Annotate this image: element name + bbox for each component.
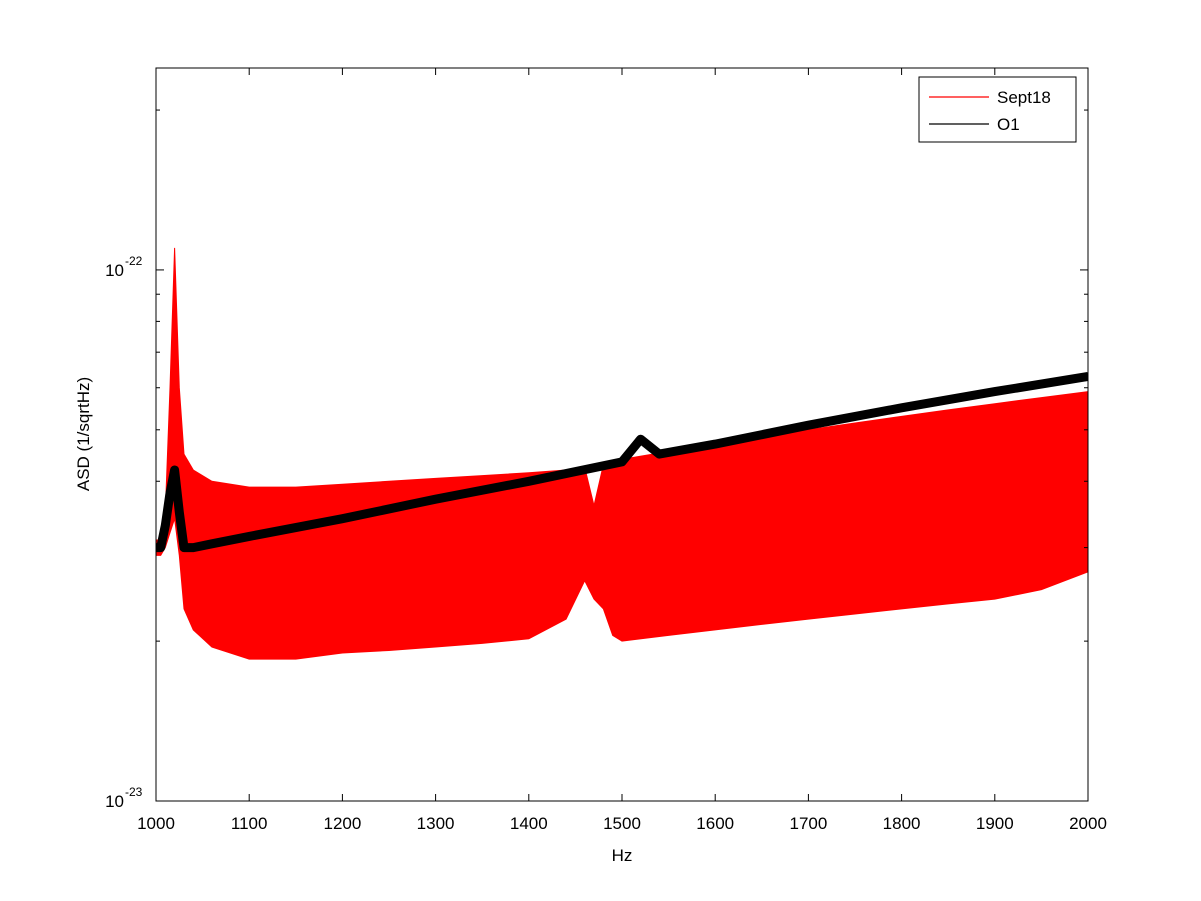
legend-label-sept18: Sept18: [997, 88, 1051, 107]
x-tick-label: 1900: [976, 814, 1014, 833]
legend-box: [918, 76, 1077, 143]
x-tick-label: 1000: [137, 814, 175, 833]
x-tick-label: 1500: [603, 814, 641, 833]
x-tick-label: 1700: [789, 814, 827, 833]
series-sept18-band: [156, 247, 1088, 660]
legend-label-o1: O1: [997, 115, 1020, 134]
series-o1-line: [156, 372, 1088, 553]
x-axis-ticks: 1000 1100 1200 1300 1400 1500 1600 1700 1800 1900…: [137, 68, 1107, 833]
x-axis-label: Hz: [612, 846, 633, 865]
x-tick-label: 2000: [1069, 814, 1107, 833]
x-tick-label: 1100: [231, 814, 268, 833]
x-tick-label: 1400: [510, 814, 548, 833]
y-tick-label-base: 10: [105, 792, 124, 811]
x-tick-label: 1200: [323, 814, 361, 833]
series-layer: [156, 247, 1088, 660]
y-tick-label-exponent: -23: [125, 785, 143, 799]
x-tick-label: 1600: [696, 814, 734, 833]
legend: Sept18 O1: [918, 76, 1077, 143]
x-tick-label: 1300: [417, 814, 455, 833]
y-axis-label: ASD (1/sqrtHz): [74, 377, 93, 491]
y-tick-label-base: 10: [105, 261, 124, 280]
y-tick-label-exponent: -22: [125, 254, 143, 268]
x-tick-label: 1800: [883, 814, 921, 833]
